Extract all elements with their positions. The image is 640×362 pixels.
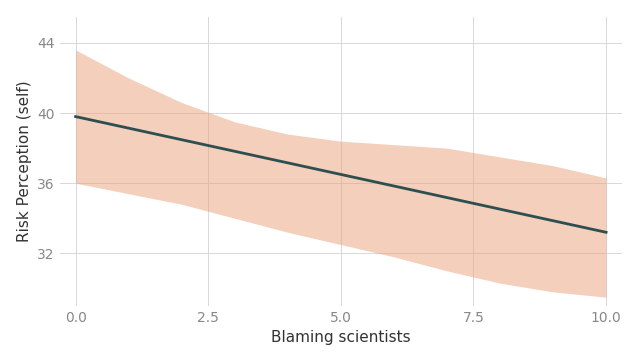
X-axis label: Blaming scientists: Blaming scientists <box>271 331 411 345</box>
Y-axis label: Risk Perception (self): Risk Perception (self) <box>17 80 31 242</box>
